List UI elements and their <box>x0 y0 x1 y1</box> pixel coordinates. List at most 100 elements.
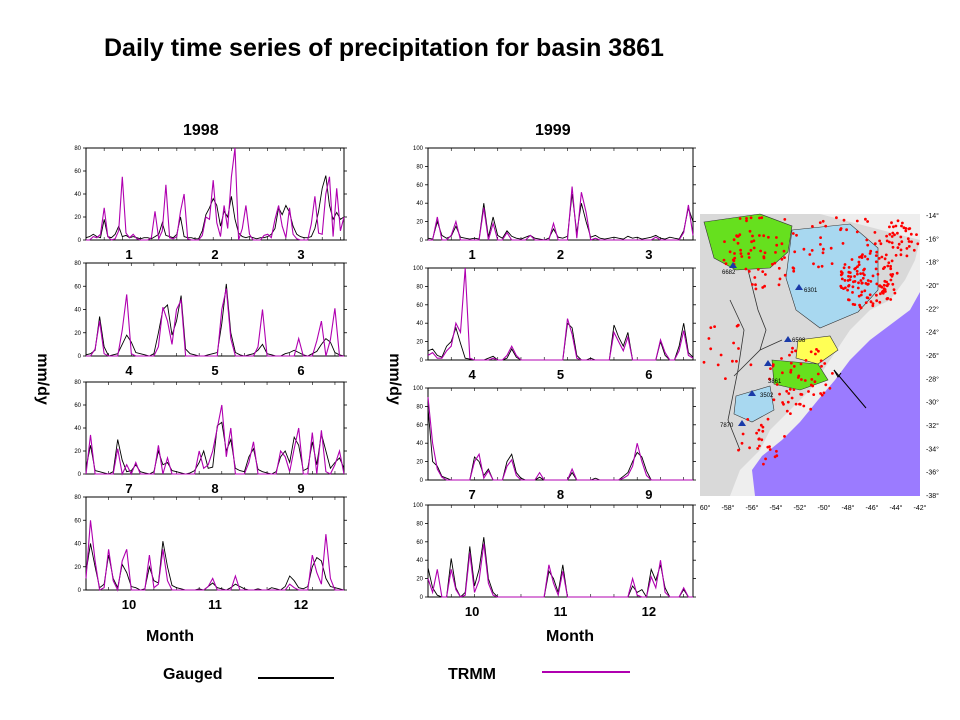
gauge-dot <box>828 386 832 390</box>
y-tick-label: 40 <box>416 558 423 564</box>
y-tick-label: 0 <box>420 595 424 601</box>
gauge-dot <box>876 272 880 276</box>
month-label: 9 <box>297 481 304 496</box>
month-label: 3 <box>645 247 652 262</box>
series-line-trmm <box>427 397 693 481</box>
gauge-dot <box>873 231 877 234</box>
gauge-dot <box>737 448 740 452</box>
gauge-dot <box>861 253 864 256</box>
month-label: 9 <box>645 487 652 502</box>
y-tick-label: 0 <box>78 238 82 244</box>
gauge-dot <box>845 228 848 232</box>
gauge-dot <box>744 267 748 271</box>
y-tick-label: 100 <box>413 266 424 272</box>
gauge-dot <box>855 219 859 223</box>
month-label: 1 <box>125 247 132 262</box>
gauge-dot <box>804 359 808 362</box>
gauge-dot <box>786 400 790 404</box>
gauge-dot <box>762 234 766 238</box>
gauge-dot <box>809 383 813 387</box>
y-tick-label: 80 <box>416 404 423 410</box>
series-line-gauged <box>85 541 345 591</box>
map-lat-label: -20° <box>926 282 939 290</box>
gauge-dot <box>829 246 833 250</box>
gauge-dot <box>852 280 855 284</box>
y-tick-label: 80 <box>74 495 81 501</box>
station-3502: 3502 <box>760 393 774 399</box>
gauge-dot <box>912 248 916 252</box>
gauge-dot <box>798 402 802 406</box>
gauge-dot <box>789 368 793 372</box>
gauge-dot <box>857 281 860 285</box>
gauge-dot <box>812 262 815 266</box>
basin-pointer-arrow <box>833 369 867 409</box>
gauge-dot <box>846 279 850 282</box>
map-lon-label: -58° <box>722 504 735 512</box>
gauge-dot <box>775 449 778 453</box>
panel-frame <box>85 381 345 475</box>
y-tick-label: 0 <box>78 472 82 478</box>
gauge-dot <box>751 283 754 286</box>
month-label: 7 <box>469 487 476 502</box>
y-tick-label: 40 <box>416 441 423 447</box>
gauge-dot <box>860 281 864 285</box>
y-tick-label: 20 <box>74 215 81 221</box>
y-tick-label: 40 <box>416 321 423 327</box>
gauge-dot <box>735 324 739 328</box>
gauge-dot <box>857 263 861 267</box>
gauge-dot <box>757 437 761 441</box>
gauge-dot <box>835 216 838 220</box>
gauge-dot <box>792 267 796 270</box>
gauge-dot <box>865 296 869 299</box>
gauge-dot <box>866 279 870 282</box>
gauge-dot <box>869 249 873 253</box>
gauge-dot <box>750 240 753 244</box>
series-line-trmm <box>86 147 345 241</box>
gauge-dot <box>830 262 834 265</box>
month-label: 6 <box>645 367 652 382</box>
gauge-dot <box>879 292 882 296</box>
gauge-dot <box>740 441 744 445</box>
gauge-dot <box>768 448 772 451</box>
gauge-dot <box>762 462 765 466</box>
gauge-dot <box>735 234 738 238</box>
map-lat-label: -22° <box>926 305 939 313</box>
gauge-dot <box>877 257 881 260</box>
gauge-dot <box>756 447 760 450</box>
y-tick-label: 40 <box>74 308 81 314</box>
gauge-dot <box>874 254 878 257</box>
gauge-dot <box>885 239 889 243</box>
gauge-dot <box>882 267 885 270</box>
gauge-dot <box>848 271 852 274</box>
gauge-dot <box>856 286 860 290</box>
gauge-dot <box>759 249 762 253</box>
gauge-dot <box>783 218 787 221</box>
month-label: 8 <box>211 481 218 496</box>
station-marker-7870 <box>738 420 746 426</box>
y-tick-label: 20 <box>416 460 423 466</box>
gauge-dot <box>780 257 784 261</box>
station-6682: 6682 <box>722 270 736 276</box>
gauge-dot <box>791 346 794 350</box>
chart-panel-1999-3: 0 20 40 60 80 100 7 8 9 <box>413 386 696 502</box>
gauge-dot <box>773 261 777 265</box>
gauge-dot <box>891 282 895 286</box>
y-tick-label: 60 <box>416 540 423 546</box>
y-tick-label: 60 <box>74 518 81 524</box>
map-lon-label: -54° <box>770 504 783 512</box>
gauge-dot <box>904 229 908 233</box>
gauge-dot <box>741 432 745 436</box>
map-lat-label: -26° <box>926 352 939 360</box>
gauge-dot <box>856 272 859 276</box>
y-tick-label: 20 <box>74 449 81 455</box>
gauge-dot <box>756 268 760 271</box>
gauge-dot <box>915 233 918 236</box>
series-line-trmm <box>428 186 694 241</box>
gauge-dot <box>746 418 750 421</box>
gauge-dot <box>782 249 786 253</box>
gauge-dot <box>728 250 732 254</box>
y-tick-label: 20 <box>416 220 423 226</box>
gauge-dot <box>709 347 713 351</box>
gauge-dot <box>817 265 820 269</box>
gauge-dot <box>863 255 867 258</box>
